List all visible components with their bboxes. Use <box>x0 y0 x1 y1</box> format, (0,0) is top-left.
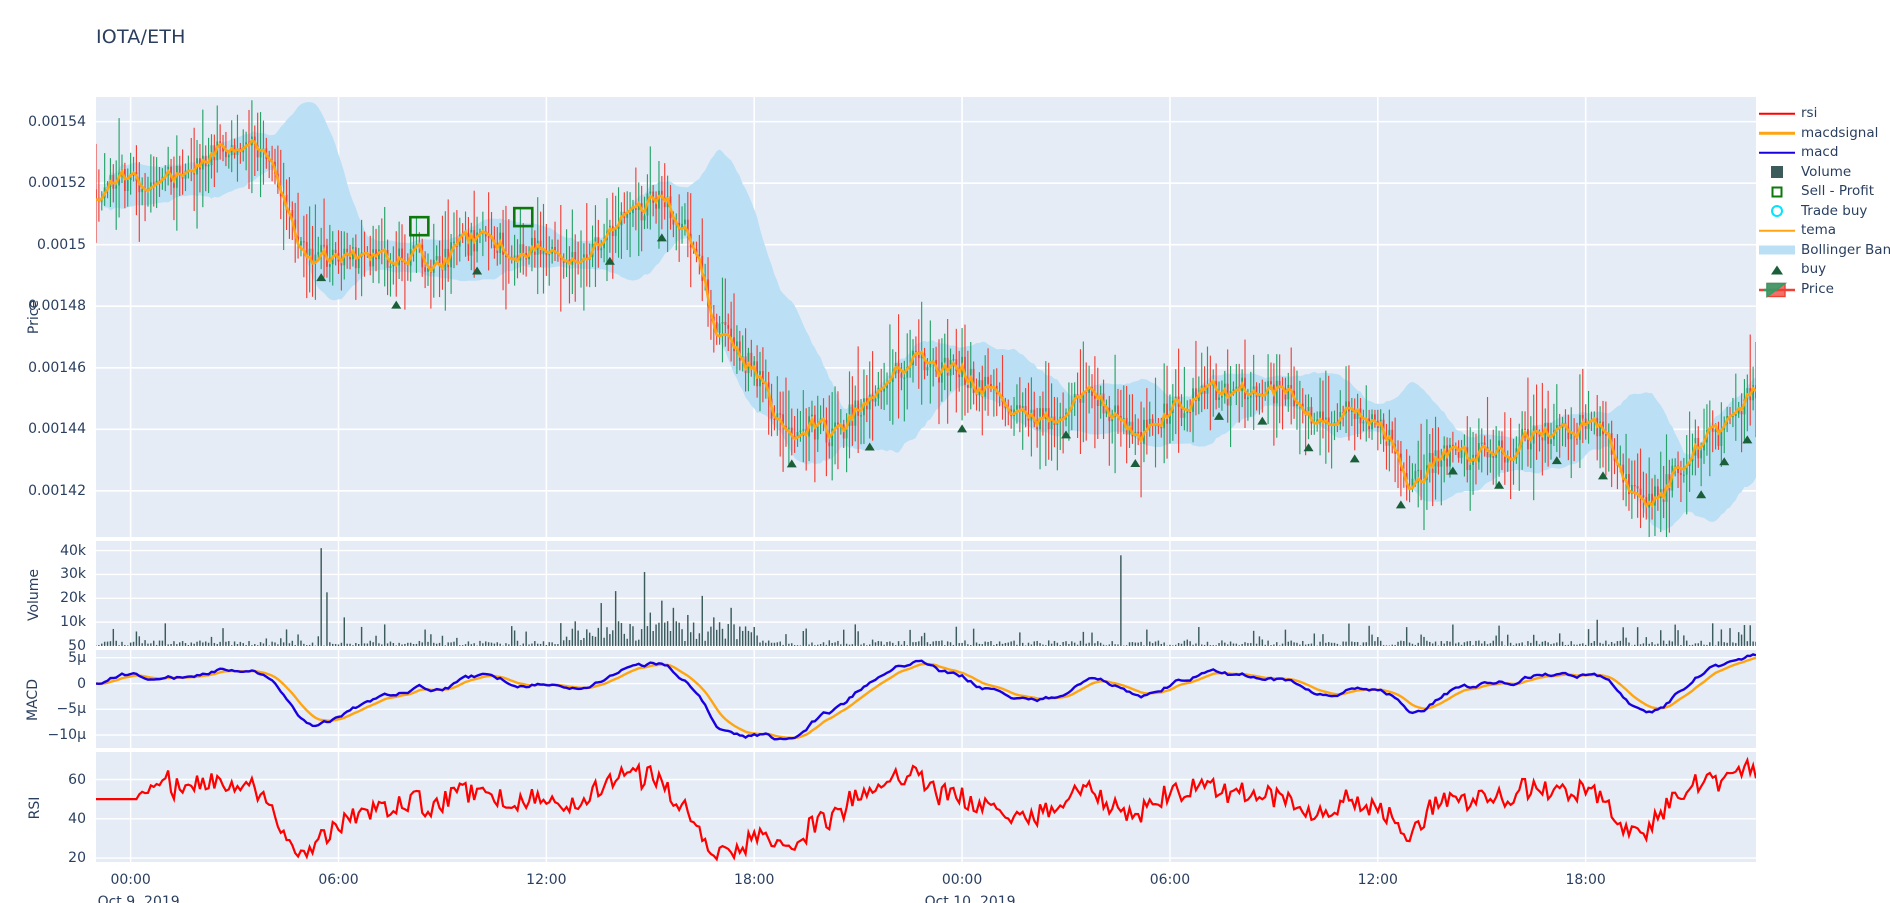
price-panel[interactable] <box>96 97 1756 537</box>
triangle-up-marker-icon <box>1756 260 1798 280</box>
legend-item[interactable]: rsi <box>1756 104 1890 124</box>
legend-item-label: Price <box>1801 280 1834 297</box>
line-marker-icon <box>1756 221 1798 241</box>
axis-tick-label: 0.00142 <box>28 482 86 499</box>
axis-tick-label: 00:00 <box>110 872 151 888</box>
axis-tick-label: 40 <box>68 810 86 827</box>
axis-tick-label: 18:00 <box>1565 872 1606 888</box>
buy-markers[interactable] <box>316 233 1753 537</box>
legend-item[interactable]: tema <box>1756 221 1890 241</box>
legend-item-label: Sell - Profit <box>1801 183 1875 199</box>
axis-date-label: Oct 9, 2019 <box>97 894 180 903</box>
rsi-axis-ticks: 60 40 20 <box>0 752 86 867</box>
legend-item-label: macdsignal <box>1801 124 1879 141</box>
line-marker-icon <box>1756 104 1798 124</box>
page-title: IOTA/ETH <box>96 26 186 48</box>
axis-tick-label: 0.00148 <box>28 298 86 315</box>
volume-panel[interactable] <box>96 541 1756 646</box>
rsi-panel[interactable] <box>96 752 1756 862</box>
price-plot <box>96 97 1756 537</box>
candlestick-marker-icon <box>1756 280 1798 300</box>
axis-tick-label: −5μ <box>56 701 86 718</box>
legend-item[interactable]: macd <box>1756 143 1890 163</box>
macd-line <box>96 653 1756 741</box>
band-marker-icon <box>1756 241 1798 261</box>
legend-item[interactable]: Sell - Profit <box>1756 182 1890 202</box>
macd-axis-title: MACD <box>25 679 41 721</box>
macdsignal-line <box>96 656 1756 740</box>
circle-open-marker-icon <box>1756 202 1798 222</box>
axis-date-label: Oct 10, 2019 <box>924 894 1016 903</box>
volume-plot <box>96 541 1756 646</box>
legend-item[interactable]: Bollinger Band <box>1756 241 1890 261</box>
volume-bars <box>96 548 1756 646</box>
square-open-marker-icon <box>1756 182 1798 202</box>
macd-panel[interactable] <box>96 650 1756 748</box>
axis-tick-label: 18:00 <box>734 872 775 888</box>
axis-tick-label: 0.00154 <box>28 113 86 130</box>
axis-tick-label: 0.00144 <box>28 421 86 438</box>
legend-item-label: Trade buy <box>1801 202 1868 219</box>
volume-axis-title: Volume <box>26 568 42 622</box>
axis-tick-label: 06:00 <box>318 872 359 888</box>
macd-plot <box>96 650 1756 748</box>
rsi-line <box>96 756 1756 862</box>
legend-item-label: Bollinger Band <box>1801 241 1890 258</box>
legend-item-label: Volume <box>1801 163 1852 180</box>
axis-tick-label: 0 <box>77 675 86 692</box>
axis-tick-label: 5μ <box>68 649 86 666</box>
axis-tick-label: 12:00 <box>526 872 567 888</box>
rsi-axis-title: RSI <box>27 796 43 820</box>
axis-tick-label: 50 <box>68 637 86 654</box>
axis-tick-label: 10k <box>60 614 86 631</box>
legend-item[interactable]: buy <box>1756 260 1890 280</box>
axis-tick-label: 06:00 <box>1149 872 1191 888</box>
axis-tick-label: 0.00146 <box>28 359 86 376</box>
price-axis-ticks: 0.00154 0.00152 0.0015 0.00148 0.00146 0.0014… <box>0 97 86 537</box>
axis-tick-label: 60 <box>68 771 86 788</box>
legend-item-label: rsi <box>1801 105 1818 121</box>
legend-item-label: tema <box>1801 222 1837 238</box>
axis-tick-label: 20 <box>68 850 86 867</box>
axis-tick-label: 0.00152 <box>28 175 86 192</box>
legend-item-label: macd <box>1801 144 1839 160</box>
axis-tick-label: 0.0015 <box>37 236 86 253</box>
legend-item[interactable]: Trade buy <box>1756 202 1890 222</box>
legend-item[interactable]: macdsignal <box>1756 124 1890 144</box>
axis-tick-label: 30k <box>60 566 86 583</box>
axis-tick-label: 12:00 <box>1357 872 1398 888</box>
legend-item[interactable]: Volume <box>1756 163 1890 183</box>
axis-tick-label: −10μ <box>47 727 86 744</box>
legend-item-label: buy <box>1801 261 1827 277</box>
price-axis-title: Price <box>26 299 42 335</box>
volume-axis-ticks: 40k 30k 20k 10k 50 <box>0 541 86 653</box>
legend-item[interactable]: Price <box>1756 280 1890 300</box>
chart-legend[interactable]: rsi macdsignal macd Volume Sell - Profit Trad… <box>1756 104 1890 299</box>
line-marker-icon <box>1756 124 1798 144</box>
square-marker-icon <box>1756 163 1798 183</box>
tema-line <box>96 138 1756 509</box>
rsi-plot <box>96 752 1756 862</box>
line-marker-icon <box>1756 143 1798 163</box>
bollinger-band <box>96 102 1756 531</box>
axis-tick-label: 20k <box>60 590 86 607</box>
sell-profit-markers[interactable] <box>409 206 534 237</box>
macd-axis-ticks: 5μ 0 −5μ −10μ <box>0 650 86 748</box>
axis-tick-label: 40k <box>60 542 86 559</box>
axis-tick-label: 00:00 <box>941 872 983 888</box>
